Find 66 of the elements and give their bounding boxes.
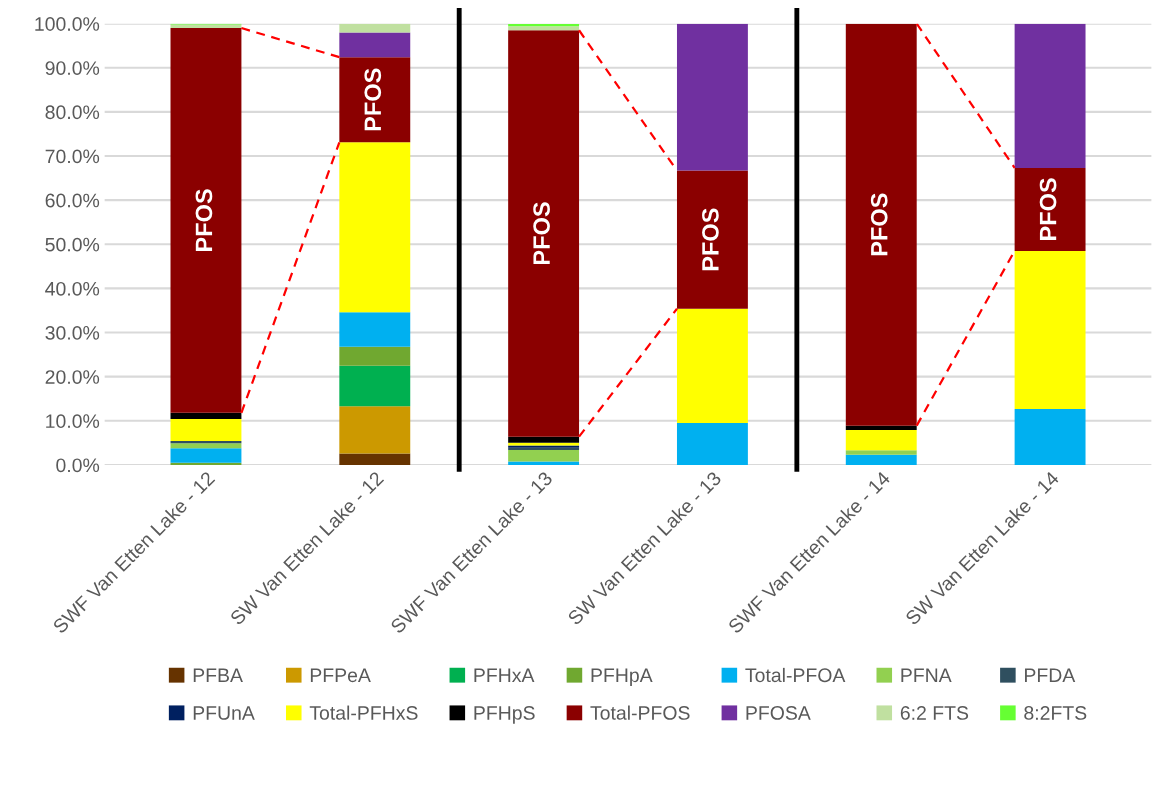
bar bbox=[339, 406, 411, 454]
bar bbox=[508, 436, 580, 443]
bar bbox=[1014, 167, 1086, 251]
bar bbox=[1014, 408, 1086, 465]
legend-label: Total-PFOA bbox=[745, 667, 846, 683]
y-tick-label: 20.0% bbox=[45, 370, 100, 384]
bar bbox=[676, 170, 748, 309]
bar bbox=[170, 419, 242, 442]
y-tick-label: 10.0% bbox=[46, 414, 100, 429]
y-tick-label: 100.0% bbox=[35, 17, 100, 31]
y-tick-label: 40.0% bbox=[45, 281, 100, 296]
bar bbox=[170, 462, 242, 465]
bar bbox=[339, 57, 411, 143]
bar bbox=[845, 454, 917, 465]
bar bbox=[508, 26, 580, 31]
bar bbox=[339, 23, 411, 33]
bar bbox=[845, 430, 917, 451]
bar bbox=[339, 365, 411, 407]
bar bbox=[339, 453, 411, 465]
bar bbox=[339, 142, 411, 313]
data-label: PFOS bbox=[364, 68, 382, 131]
y-tick-label: 70.0% bbox=[45, 149, 100, 164]
bar bbox=[170, 448, 242, 463]
data-label: PFOS bbox=[1039, 178, 1057, 240]
bar bbox=[170, 443, 242, 449]
bar bbox=[1014, 250, 1086, 409]
bar bbox=[1014, 23, 1086, 168]
y-tick-label: 50.0% bbox=[45, 237, 100, 252]
bar bbox=[676, 423, 748, 465]
legend-label: PFHpS bbox=[474, 706, 535, 724]
y-tick-label: 0.0% bbox=[56, 458, 100, 473]
legend-label: 8:2FTS bbox=[1024, 706, 1087, 720]
bar bbox=[508, 461, 580, 465]
bar bbox=[676, 308, 748, 423]
bar bbox=[845, 425, 917, 431]
bar bbox=[845, 450, 917, 455]
bar bbox=[508, 30, 580, 437]
data-label: PFOS bbox=[195, 189, 213, 252]
bar bbox=[170, 28, 242, 413]
legend-label: PFHpA bbox=[591, 668, 653, 686]
y-tick-label: 60.0% bbox=[45, 193, 100, 208]
y-tick-label: 30.0% bbox=[45, 326, 100, 340]
legend-label: PFNA bbox=[901, 668, 952, 682]
bar bbox=[339, 312, 411, 347]
bar bbox=[339, 32, 411, 58]
legend-label: 6:2 FTS bbox=[900, 706, 969, 720]
bar bbox=[339, 346, 411, 366]
legend-label: PFPeA bbox=[310, 668, 371, 683]
legend-label: PFDA bbox=[1025, 668, 1076, 682]
y-tick-label: 80.0% bbox=[45, 105, 100, 120]
bar bbox=[676, 23, 748, 171]
legend-label: Total-PFHxS bbox=[309, 705, 418, 720]
bar bbox=[508, 449, 580, 462]
bar bbox=[508, 24, 580, 27]
data-label: PFOS bbox=[870, 193, 888, 256]
y-tick-label: 90.0% bbox=[45, 61, 100, 75]
legend-label: PFHxA bbox=[474, 668, 535, 682]
bar bbox=[845, 23, 917, 426]
legend-label: Total-PFOS bbox=[590, 705, 690, 720]
legend-label: PFBA bbox=[193, 668, 243, 682]
bar bbox=[170, 412, 242, 420]
legend-label: PFOSA bbox=[746, 706, 811, 720]
legend-label: PFUnA bbox=[193, 706, 255, 720]
bar bbox=[170, 441, 242, 444]
data-label: PFOS bbox=[702, 208, 719, 271]
data-label: PFOS bbox=[533, 202, 550, 265]
